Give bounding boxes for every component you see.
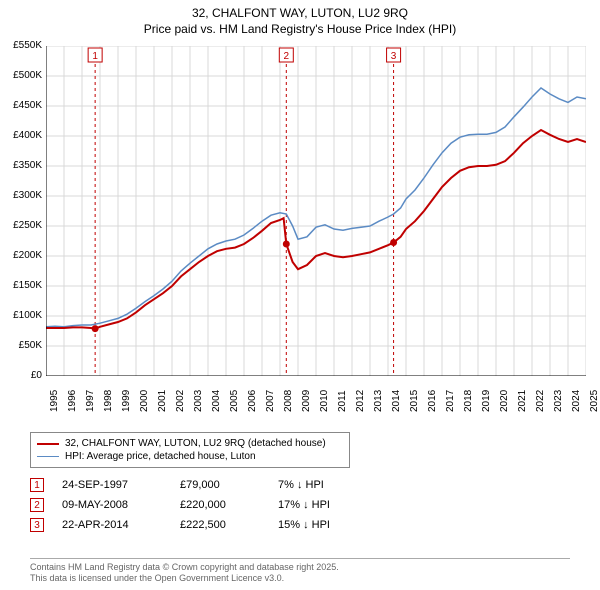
legend-box: 32, CHALFONT WAY, LUTON, LU2 9RQ (detach… [30, 432, 350, 468]
x-tick-label: 2022 [535, 390, 546, 412]
sales-row-marker: 1 [30, 478, 44, 492]
y-tick-label: £250K [0, 220, 42, 231]
x-tick-label: 2015 [409, 390, 420, 412]
x-tick-label: 1997 [85, 390, 96, 412]
legend-label-hpi: HPI: Average price, detached house, Luto… [65, 450, 256, 463]
x-tick-label: 2013 [373, 390, 384, 412]
y-tick-label: £550K [0, 40, 42, 51]
y-tick-label: £500K [0, 70, 42, 81]
x-tick-label: 2002 [175, 390, 186, 412]
chart-plot-area: 1 2 3 [46, 46, 586, 376]
arrow-down-icon: ↓ [303, 519, 309, 531]
y-tick-label: £200K [0, 250, 42, 261]
sales-row-marker: 2 [30, 498, 44, 512]
x-tick-label: 1995 [49, 390, 60, 412]
sales-row-date: 09-MAY-2008 [62, 499, 162, 511]
x-tick-label: 1999 [121, 390, 132, 412]
x-tick-label: 1996 [67, 390, 78, 412]
y-tick-label: £450K [0, 100, 42, 111]
y-tick-label: £400K [0, 130, 42, 141]
x-tick-label: 2005 [229, 390, 240, 412]
x-axis-labels: 1995 1996 1997 1998 1999 2000 2001 2002 2003 2004… [46, 380, 586, 430]
sales-row-date: 24-SEP-1997 [62, 479, 162, 491]
x-tick-label: 2001 [157, 390, 168, 412]
y-tick-label: £150K [0, 280, 42, 291]
svg-text:3: 3 [391, 51, 397, 62]
y-tick-label: £50K [0, 340, 42, 351]
sales-row-date: 22-APR-2014 [62, 519, 162, 531]
x-tick-label: 2016 [427, 390, 438, 412]
title-block: 32, CHALFONT WAY, LUTON, LU2 9RQ Price p… [0, 0, 600, 37]
x-tick-label: 2014 [391, 390, 402, 412]
x-tick-label: 2000 [139, 390, 150, 412]
x-tick-label: 1998 [103, 390, 114, 412]
legend-swatch-hpi [37, 456, 59, 457]
x-tick-label: 2004 [211, 390, 222, 412]
arrow-down-icon: ↓ [297, 479, 303, 491]
y-tick-label: £300K [0, 190, 42, 201]
title-line1: 32, CHALFONT WAY, LUTON, LU2 9RQ [0, 6, 600, 22]
x-tick-label: 2006 [247, 390, 258, 412]
sales-row: 1 24-SEP-1997 £79,000 7% ↓ HPI [30, 478, 570, 492]
legend-row-hpi: HPI: Average price, detached house, Luto… [37, 450, 343, 463]
sales-row: 3 22-APR-2014 £222,500 15% ↓ HPI [30, 518, 570, 532]
x-tick-label: 2019 [481, 390, 492, 412]
chart-container: 32, CHALFONT WAY, LUTON, LU2 9RQ Price p… [0, 0, 600, 590]
sales-row: 2 09-MAY-2008 £220,000 17% ↓ HPI [30, 498, 570, 512]
x-tick-label: 2023 [553, 390, 564, 412]
x-tick-label: 2011 [337, 390, 348, 412]
x-tick-label: 2009 [301, 390, 312, 412]
sales-row-price: £222,500 [180, 519, 260, 531]
legend-label-property: 32, CHALFONT WAY, LUTON, LU2 9RQ (detach… [65, 437, 326, 450]
sales-row-price: £79,000 [180, 479, 260, 491]
sales-table: 1 24-SEP-1997 £79,000 7% ↓ HPI 2 09-MAY-2008 £… [30, 478, 570, 538]
x-tick-label: 2017 [445, 390, 456, 412]
y-tick-label: £350K [0, 160, 42, 171]
sales-row-marker: 3 [30, 518, 44, 532]
footer-line1: Contains HM Land Registry data © Crown c… [30, 562, 570, 573]
footer-attribution: Contains HM Land Registry data © Crown c… [30, 558, 570, 585]
x-tick-label: 2020 [499, 390, 510, 412]
title-line2: Price paid vs. HM Land Registry's House … [0, 22, 600, 38]
sales-row-price: £220,000 [180, 499, 260, 511]
sales-row-pct: 15% ↓ HPI [278, 519, 388, 531]
chart-svg: 1 2 3 [46, 46, 586, 376]
x-tick-label: 2021 [517, 390, 528, 412]
footer-line2: This data is licensed under the Open Gov… [30, 573, 570, 584]
x-tick-label: 2010 [319, 390, 330, 412]
legend-row-property: 32, CHALFONT WAY, LUTON, LU2 9RQ (detach… [37, 437, 343, 450]
sales-row-pct: 17% ↓ HPI [278, 499, 388, 511]
y-tick-label: £0 [0, 370, 42, 381]
x-tick-label: 2007 [265, 390, 276, 412]
x-tick-label: 2025 [589, 390, 600, 412]
legend-swatch-property [37, 443, 59, 445]
x-tick-label: 2024 [571, 390, 582, 412]
x-tick-label: 2008 [283, 390, 294, 412]
arrow-down-icon: ↓ [303, 499, 309, 511]
y-tick-label: £100K [0, 310, 42, 321]
svg-text:2: 2 [284, 51, 290, 62]
sales-row-pct: 7% ↓ HPI [278, 479, 388, 491]
x-tick-label: 2012 [355, 390, 366, 412]
svg-text:1: 1 [92, 51, 98, 62]
x-tick-label: 2003 [193, 390, 204, 412]
x-tick-label: 2018 [463, 390, 474, 412]
